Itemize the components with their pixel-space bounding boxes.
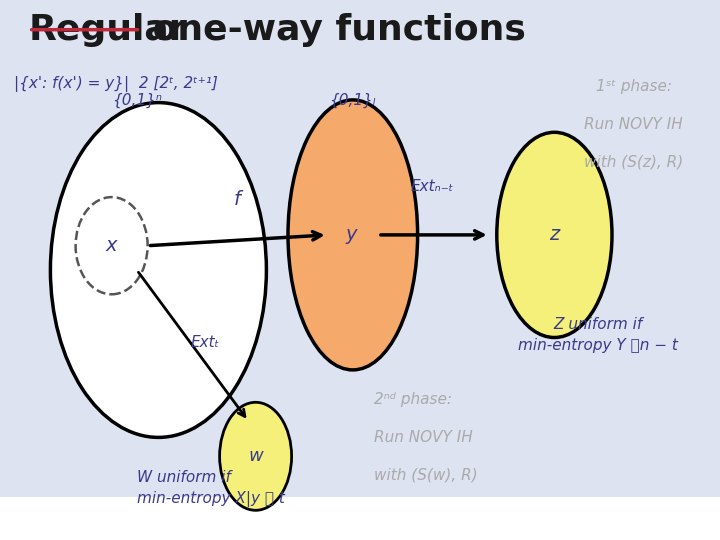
Text: 1ˢᵗ phase:: 1ˢᵗ phase: xyxy=(595,79,672,94)
Text: Extₙ₋ₜ: Extₙ₋ₜ xyxy=(410,179,454,194)
Ellipse shape xyxy=(50,103,266,437)
Text: {0,1}ⁿ: {0,1}ⁿ xyxy=(112,92,162,107)
Text: |{x': f(x') = y}|  2 [2ᵗ, 2ᵗ⁺¹]: |{x': f(x') = y}| 2 [2ᵗ, 2ᵗ⁺¹] xyxy=(14,76,218,92)
Text: 2ⁿᵈ phase:: 2ⁿᵈ phase: xyxy=(374,392,452,407)
Text: W uniform if
min-entropy X|y Ⲟ t: W uniform if min-entropy X|y Ⲟ t xyxy=(137,470,284,507)
Text: Z uniform if
min-entropy Y Ⲟn − t: Z uniform if min-entropy Y Ⲟn − t xyxy=(518,317,678,353)
Ellipse shape xyxy=(220,402,292,510)
Text: w: w xyxy=(248,447,263,465)
Text: one-way functions: one-way functions xyxy=(140,13,526,46)
Text: y: y xyxy=(346,225,357,245)
Ellipse shape xyxy=(497,132,612,338)
Text: with (S(w), R): with (S(w), R) xyxy=(374,468,478,483)
Text: f: f xyxy=(234,190,241,210)
Text: with (S(z), R): with (S(z), R) xyxy=(584,154,683,170)
Text: {0,1}ₗ: {0,1}ₗ xyxy=(330,92,376,107)
Text: Run NOVY IH: Run NOVY IH xyxy=(374,430,473,445)
Text: x: x xyxy=(106,236,117,255)
Text: Extₜ: Extₜ xyxy=(191,335,220,350)
Ellipse shape xyxy=(288,100,418,370)
Text: Run NOVY IH: Run NOVY IH xyxy=(584,117,683,132)
Text: Regular: Regular xyxy=(29,13,187,46)
Text: z: z xyxy=(549,225,559,245)
